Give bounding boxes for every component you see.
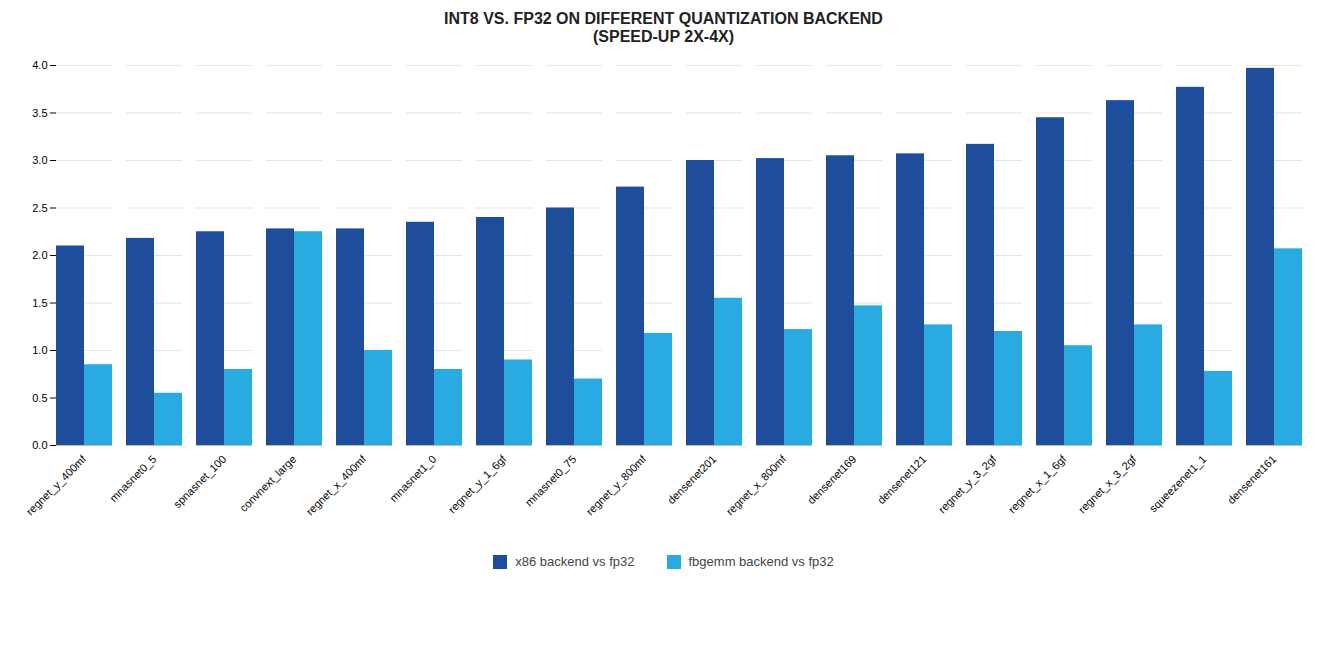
svg-text:regnet_y_800mf: regnet_y_800mf (584, 452, 649, 517)
svg-text:densenet169: densenet169 (805, 453, 858, 506)
svg-text:mnasnet0_5: mnasnet0_5 (107, 453, 158, 504)
html-text:fbgemm backend vs fp32: fbgemm backend vs fp32 (688, 554, 834, 569)
svg-text:mnasnet1_0: mnasnet1_0 (387, 453, 438, 504)
svg-text:squeezenet1_1: squeezenet1_1 (1147, 453, 1209, 515)
svg-text:densenet161: densenet161 (1225, 453, 1278, 506)
svg-text:regnet_y_400mf: regnet_y_400mf (24, 452, 89, 517)
html-text:INT8 VS. FP32 ON DIFFERENT QUA: INT8 VS. FP32 ON DIFFERENT QUANTIZATION … (444, 10, 883, 45)
svg-text:regnet_y_1_6gf: regnet_y_1_6gf (446, 452, 509, 515)
svg-text:2.0: 2.0 (32, 249, 47, 261)
svg-text:0.5: 0.5 (32, 392, 47, 404)
svg-text:regnet_y_3_2gf: regnet_y_3_2gf (936, 452, 999, 515)
svg-text:1.0: 1.0 (32, 344, 47, 356)
svg-text:spnasnet_100: spnasnet_100 (171, 453, 228, 510)
svg-text:regnet_x_3_2gf: regnet_x_3_2gf (1076, 452, 1139, 515)
html-text:x86 backend vs fp32: x86 backend vs fp32 (515, 554, 635, 569)
svg-text:regnet_x_1_6gf: regnet_x_1_6gf (1006, 452, 1069, 515)
svg-text:1.5: 1.5 (32, 297, 47, 309)
svg-text:3.0: 3.0 (32, 154, 47, 166)
svg-text:0.0: 0.0 (32, 439, 47, 451)
svg-text:3.5: 3.5 (32, 107, 47, 119)
svg-text:densenet201: densenet201 (665, 453, 718, 506)
svg-text:densenet121: densenet121 (875, 453, 928, 506)
svg-text:regnet_x_400mf: regnet_x_400mf (304, 452, 369, 517)
svg-text:mnasnet0_75: mnasnet0_75 (523, 453, 579, 509)
svg-text:convnext_large: convnext_large (237, 453, 298, 514)
svg-text:2.5: 2.5 (32, 202, 47, 214)
svg-text:4.0: 4.0 (32, 59, 47, 71)
svg-text:regnet_x_800mf: regnet_x_800mf (724, 452, 789, 517)
